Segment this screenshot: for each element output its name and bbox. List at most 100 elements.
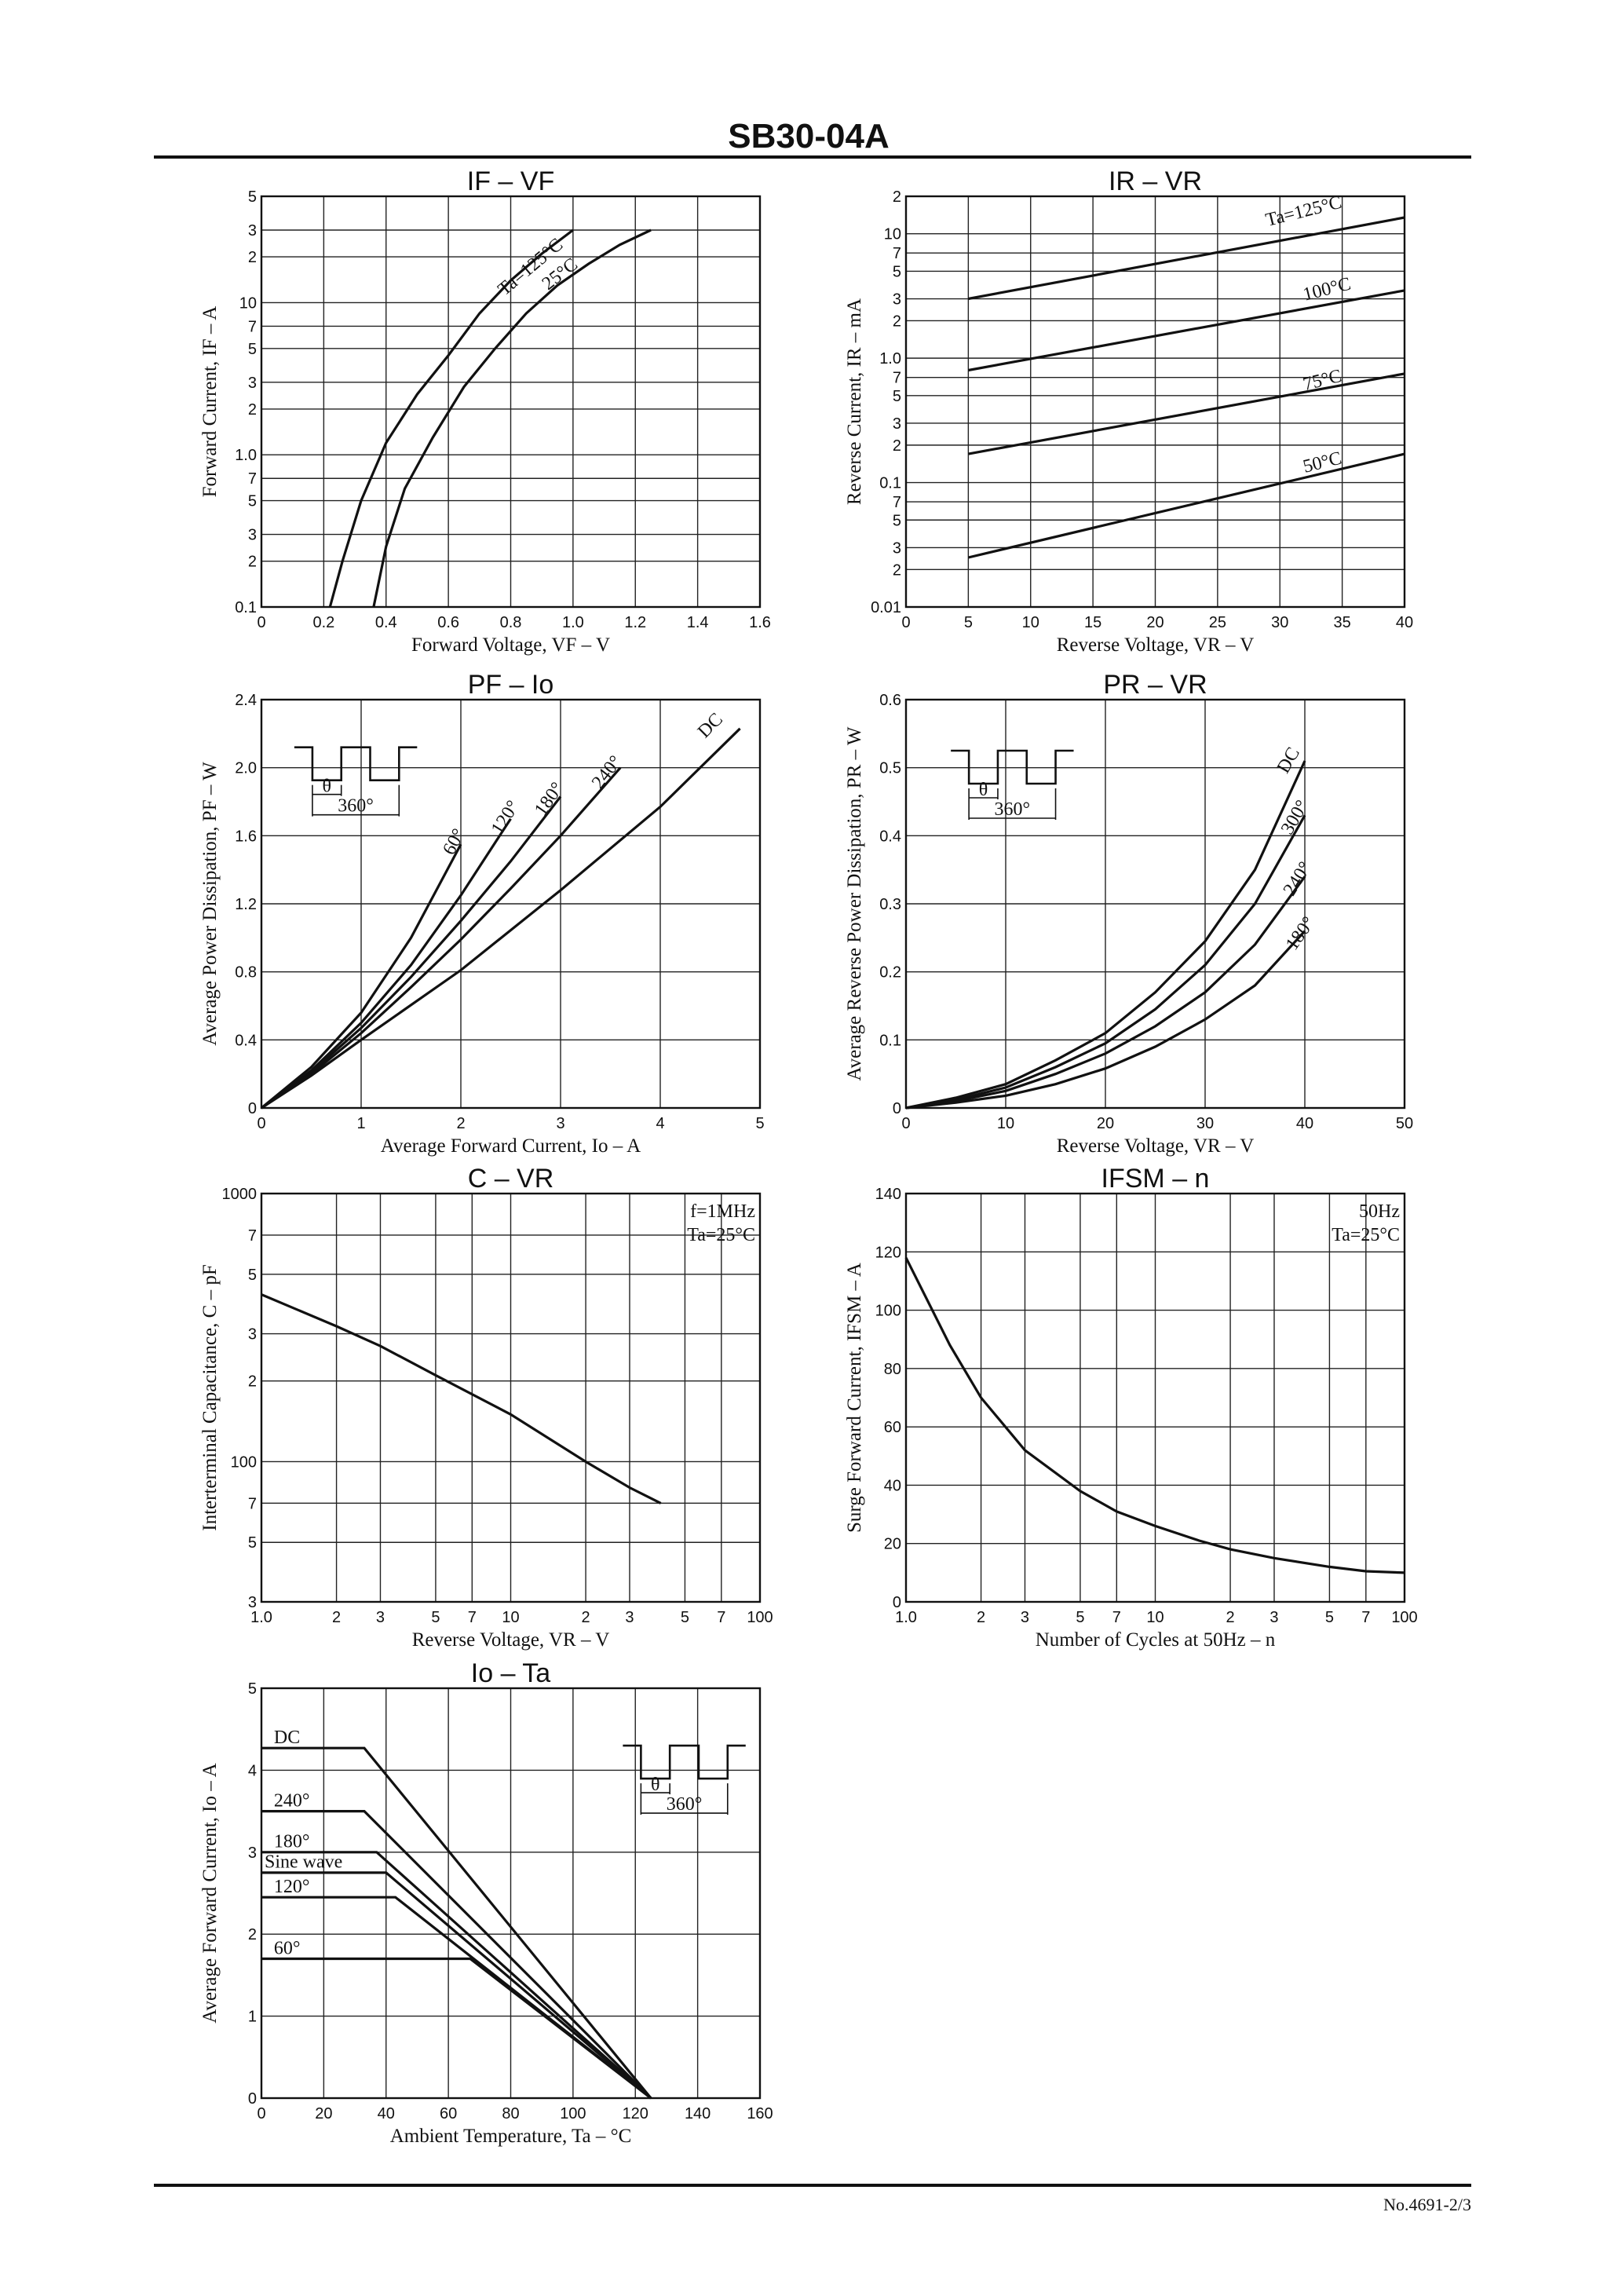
x-tick-label: 4 [656, 1115, 664, 1132]
series-label: 75°C [1301, 366, 1343, 395]
y-tick-label: 3 [248, 1326, 257, 1344]
chart-pfio: 0 1 2 3 4 5 0 0.4 0.8 1.2 1.6 2.0 2.4 PF – Io Average … [199, 670, 765, 1157]
x-tick-label: 5 [964, 614, 973, 631]
y-tick-label: 5 [893, 512, 901, 529]
series-line-prvr-0 [905, 760, 1306, 1110]
y-tick-label: 3 [248, 222, 257, 239]
x-tick-label: 2 [1226, 1609, 1235, 1626]
y-tick-label: 0 [248, 1100, 257, 1117]
x-tick-label: 7 [1112, 1609, 1121, 1626]
y-tick-label: 5 [248, 1680, 257, 1698]
x-tick-label: 1 [356, 1115, 365, 1132]
series-label: 300° [1277, 797, 1313, 838]
y-tick-label: 2 [893, 188, 901, 206]
y-axis-label: Average Reverse Power Dissipation, PR – … [844, 726, 865, 1080]
series-line-prvr-1 [905, 814, 1306, 1110]
y-tick-label: 1.0 [235, 447, 257, 464]
series-line-pfio-1 [261, 817, 512, 1110]
pulse-waveform [951, 749, 1074, 785]
y-tick-label: 0.2 [879, 964, 901, 982]
series-label: 180° [1282, 913, 1319, 954]
series-line-irvr-2 [968, 372, 1405, 455]
series-line-iota-3 [261, 1871, 652, 2100]
x-tick-label: 3 [1269, 1609, 1278, 1626]
y-tick-label: 2.4 [235, 692, 257, 709]
x-axis-label: Average Forward Current, Io – A [381, 1135, 641, 1157]
x-tick-label: 2 [977, 1609, 985, 1626]
y-tick-label: 40 [884, 1477, 901, 1494]
series-line-iota-2 [261, 1851, 652, 2100]
x-tick-label: 120 [623, 2105, 648, 2122]
chart-title: Io – Ta [471, 1658, 551, 1688]
x-tick-label: 7 [468, 1609, 477, 1626]
condition-annotation: f=1MHz [690, 1201, 755, 1222]
y-tick-label: 0.3 [879, 896, 901, 913]
y-tick-label: 0.4 [879, 828, 901, 845]
x-tick-label: 1.4 [687, 614, 709, 631]
series-label: 180° [274, 1832, 310, 1852]
x-tick-label: 5 [1076, 1609, 1084, 1626]
chart-ifsm: 1.0 2 3 5 7 10 2 3 5 7 100 0 20 40 60 80 100 120 140 IFSM –… [844, 1164, 1418, 1651]
x-tick-label: 5 [681, 1609, 689, 1626]
y-tick-label: 80 [884, 1361, 901, 1378]
series-line-ifvf-1 [372, 229, 652, 608]
series-label: DC [274, 1727, 300, 1748]
x-tick-label: 2 [332, 1609, 341, 1626]
y-tick-label: 120 [875, 1244, 901, 1261]
y-tick-label: 5 [248, 493, 257, 510]
y-tick-label: 0.1 [235, 599, 257, 616]
x-tick-label: 5 [755, 1115, 764, 1132]
x-tick-label: 1.2 [624, 614, 646, 631]
x-tick-label: 10 [1022, 614, 1039, 631]
x-tick-label: 10 [502, 1609, 519, 1626]
series-line-pfio-4 [261, 727, 741, 1110]
chart-iota: 0 20 40 60 80 100 120 140 160 0 1 2 3 4 5 Io – Ta Ambien… [199, 1658, 773, 2147]
condition-annotation: Ta=25°C [687, 1225, 755, 1245]
y-axis-label: Forward Current, IF – A [199, 306, 221, 498]
waveform-inset: θ 360° [294, 746, 418, 817]
series-line-iota-1 [261, 1810, 652, 2100]
y-tick-label: 7 [893, 245, 901, 262]
series-line-iota-4 [261, 1896, 652, 2100]
x-tick-label: 40 [1396, 614, 1413, 631]
x-tick-label: 30 [1271, 614, 1288, 631]
chart-cvr: 1.0 2 3 5 7 10 2 3 5 7 100 3 5 7 100 2 3 5 7 1000 C – VR Reve… [199, 1164, 773, 1651]
x-tick-label: 0 [901, 614, 910, 631]
condition-annotation: Ta=25°C [1332, 1225, 1400, 1245]
series-line-iota-5 [261, 1957, 652, 2100]
x-tick-label: 1.6 [749, 614, 771, 631]
x-tick-label: 0.4 [375, 614, 397, 631]
y-tick-label: 2 [248, 1373, 257, 1391]
series-line-irvr-0 [968, 216, 1405, 301]
y-tick-label: 5 [248, 341, 257, 358]
y-tick-label: 0.1 [879, 1032, 901, 1049]
y-tick-label: 5 [248, 1534, 257, 1552]
y-tick-label: 7 [248, 1495, 257, 1512]
series-line-pfio-0 [260, 843, 462, 1110]
x-tick-label: 10 [1146, 1609, 1164, 1626]
y-tick-label: 0 [248, 2090, 257, 2108]
series-line-irvr-1 [968, 289, 1405, 372]
x-tick-label: 1.0 [562, 614, 584, 631]
y-tick-label: 1 [248, 2009, 257, 2026]
theta-label: θ [651, 1775, 660, 1795]
y-tick-label: 2 [248, 249, 257, 266]
chart-prvr: 0 10 20 30 40 50 0 0.1 0.2 0.3 0.4 0.5 0.6 PR – VR Rev… [844, 670, 1413, 1157]
page-title: SB30-04A [728, 117, 889, 155]
series-label: 60° [439, 825, 469, 858]
y-tick-label: 3 [893, 539, 901, 557]
x-tick-label: 100 [747, 1609, 773, 1626]
y-tick-label: 3 [248, 1844, 257, 1862]
y-tick-label: 10 [884, 226, 901, 243]
y-tick-label: 0 [893, 1100, 901, 1117]
x-tick-label: 15 [1084, 614, 1101, 631]
x-axis-label: Ambient Temperature, Ta – °C [390, 2126, 632, 2147]
series-label: 120° [488, 797, 524, 838]
y-tick-label: 3 [248, 1594, 257, 1611]
series-line-cvr-0 [261, 1293, 662, 1504]
y-tick-label: 2 [248, 1926, 257, 1943]
x-tick-label: 2 [456, 1115, 465, 1132]
plot-frame [260, 1687, 762, 2100]
x-tick-label: 0.2 [312, 614, 334, 631]
